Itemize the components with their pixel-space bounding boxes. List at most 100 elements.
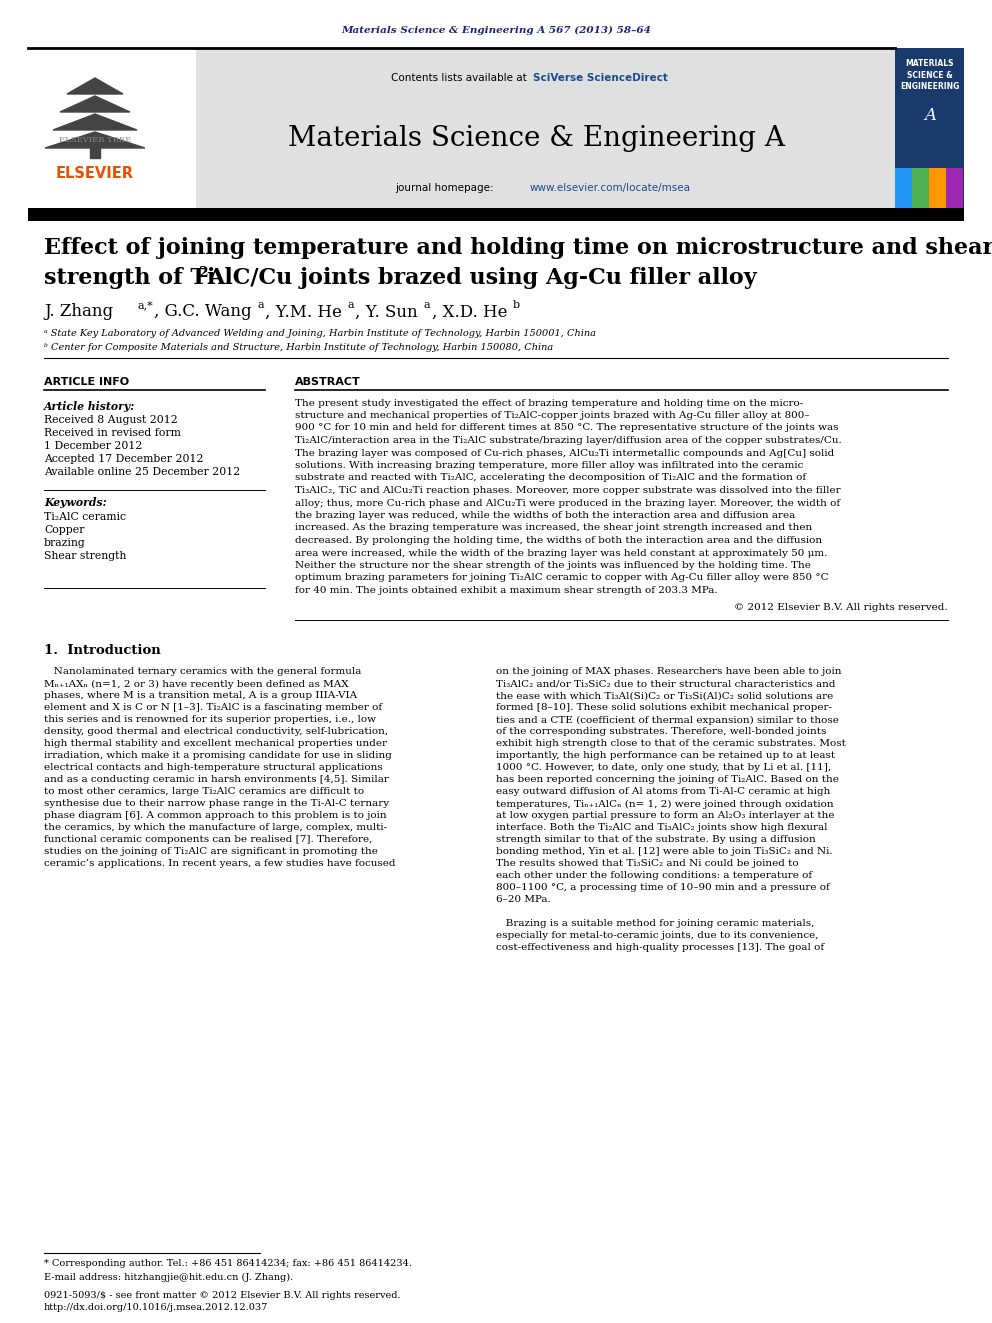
Text: brazing: brazing [44, 538, 85, 548]
Text: the ceramics, by which the manufacture of large, complex, multi-: the ceramics, by which the manufacture o… [44, 823, 387, 832]
Text: strength similar to that of the substrate. By using a diffusion: strength similar to that of the substrat… [496, 836, 815, 844]
Text: this series and is renowned for its superior properties, i.e., low: this series and is renowned for its supe… [44, 716, 376, 725]
Text: at low oxygen partial pressure to form an Al₂O₃ interlayer at the: at low oxygen partial pressure to form a… [496, 811, 834, 820]
Text: to most other ceramics, large Ti₂AlC ceramics are difficult to: to most other ceramics, large Ti₂AlC cer… [44, 787, 364, 796]
Text: Materials Science & Engineering A 567 (2013) 58–64: Materials Science & Engineering A 567 (2… [341, 25, 651, 34]
Text: a,*: a,* [137, 300, 153, 310]
Text: importantly, the high performance can be retained up to at least: importantly, the high performance can be… [496, 751, 835, 761]
Text: The brazing layer was composed of Cu-rich phases, AlCu₂Ti intermetallic compound: The brazing layer was composed of Cu-ric… [295, 448, 834, 458]
Text: SciVerse ScienceDirect: SciVerse ScienceDirect [533, 73, 668, 83]
Bar [912, 168, 929, 208]
Text: temperatures, Tiₙ₊₁AlCₙ (n= 1, 2) were joined through oxidation: temperatures, Tiₙ₊₁AlCₙ (n= 1, 2) were j… [496, 799, 833, 808]
Text: on the joining of MAX phases. Researchers have been able to join: on the joining of MAX phases. Researcher… [496, 668, 841, 676]
Text: The results showed that Ti₃SiC₂ and Ni could be joined to: The results showed that Ti₃SiC₂ and Ni c… [496, 860, 799, 868]
Polygon shape [45, 132, 145, 148]
Text: ABSTRACT: ABSTRACT [295, 377, 361, 388]
Text: Received in revised form: Received in revised form [44, 429, 181, 438]
Text: MATERIALS
SCIENCE &
ENGINEERING: MATERIALS SCIENCE & ENGINEERING [901, 60, 959, 90]
Text: density, good thermal and electrical conductivity, self-lubrication,: density, good thermal and electrical con… [44, 728, 388, 737]
Text: Mₙ₊₁AXₙ (n=1, 2 or 3) have recently been defined as MAX: Mₙ₊₁AXₙ (n=1, 2 or 3) have recently been… [44, 680, 348, 688]
Text: has been reported concerning the joining of Ti₂AlC. Based on the: has been reported concerning the joining… [496, 775, 839, 785]
Text: and as a conducting ceramic in harsh environments [4,5]. Similar: and as a conducting ceramic in harsh env… [44, 775, 389, 785]
Text: b: b [513, 300, 520, 310]
Text: The present study investigated the effect of brazing temperature and holding tim: The present study investigated the effec… [295, 398, 804, 407]
Text: synthesise due to their narrow phase range in the Ti-Al-C ternary: synthesise due to their narrow phase ran… [44, 799, 389, 808]
Polygon shape [53, 114, 137, 130]
Text: strength of Ti: strength of Ti [44, 267, 215, 288]
Polygon shape [60, 97, 130, 112]
Text: phases, where M is a transition metal, A is a group IIIA-VIA: phases, where M is a transition metal, A… [44, 692, 357, 700]
Text: decreased. By prolonging the holding time, the widths of both the interaction ar: decreased. By prolonging the holding tim… [295, 536, 822, 545]
Bar [28, 48, 196, 208]
Text: Article history:: Article history: [44, 401, 135, 413]
Text: exhibit high strength close to that of the ceramic substrates. Most: exhibit high strength close to that of t… [496, 740, 846, 749]
Text: , Y. Sun: , Y. Sun [355, 303, 418, 320]
Polygon shape [67, 78, 123, 94]
Text: Brazing is a suitable method for joining ceramic materials,: Brazing is a suitable method for joining… [496, 919, 814, 929]
Text: 1000 °C. However, to date, only one study, that by Li et al. [11],: 1000 °C. However, to date, only one stud… [496, 763, 831, 773]
Text: ᵇ Center for Composite Materials and Structure, Harbin Institute of Technology, : ᵇ Center for Composite Materials and Str… [44, 343, 554, 352]
Text: 1 December 2012: 1 December 2012 [44, 441, 143, 451]
Text: a: a [424, 300, 431, 310]
Text: irradiation, which make it a promising candidate for use in sliding: irradiation, which make it a promising c… [44, 751, 392, 761]
Text: Materials Science & Engineering A: Materials Science & Engineering A [289, 124, 786, 152]
Text: alloy; thus, more Cu-rich phase and AlCu₂Ti were produced in the brazing layer. : alloy; thus, more Cu-rich phase and AlCu… [295, 499, 840, 508]
Text: bonding method, Yin et al. [12] were able to join Ti₃SiC₂ and Ni.: bonding method, Yin et al. [12] were abl… [496, 848, 832, 856]
Text: A: A [924, 106, 936, 123]
Text: 0921-5093/$ - see front matter © 2012 Elsevier B.V. All rights reserved.: 0921-5093/$ - see front matter © 2012 El… [44, 1290, 401, 1299]
Text: ELSEVIER TREE: ELSEVIER TREE [59, 136, 131, 144]
Text: ties and a CTE (coefficient of thermal expansion) similar to those: ties and a CTE (coefficient of thermal e… [496, 716, 839, 725]
Bar [895, 48, 964, 208]
Text: the brazing layer was reduced, while the widths of both the interaction area and: the brazing layer was reduced, while the… [295, 511, 796, 520]
Text: Neither the structure nor the shear strength of the joints was influenced by the: Neither the structure nor the shear stre… [295, 561, 810, 570]
Text: formed [8–10]. These solid solutions exhibit mechanical proper-: formed [8–10]. These solid solutions exh… [496, 704, 832, 713]
Text: ceramic’s applications. In recent years, a few studies have focused: ceramic’s applications. In recent years,… [44, 860, 396, 868]
Text: Available online 25 December 2012: Available online 25 December 2012 [44, 467, 240, 478]
Text: solutions. With increasing brazing temperature, more filler alloy was infiltrate: solutions. With increasing brazing tempe… [295, 460, 804, 470]
Text: Ti₂AlC/interaction area in the Ti₂AlC substrate/brazing layer/diffusion area of : Ti₂AlC/interaction area in the Ti₂AlC su… [295, 437, 842, 445]
Text: Shear strength: Shear strength [44, 550, 126, 561]
Text: cost-effectiveness and high-quality processes [13]. The goal of: cost-effectiveness and high-quality proc… [496, 943, 824, 953]
Text: high thermal stability and excellent mechanical properties under: high thermal stability and excellent mec… [44, 740, 387, 749]
Polygon shape [90, 148, 100, 157]
Text: , G.C. Wang: , G.C. Wang [154, 303, 252, 320]
Text: 800–1100 °C, a processing time of 10–90 min and a pressure of: 800–1100 °C, a processing time of 10–90 … [496, 884, 829, 893]
Text: studies on the joining of Ti₂AlC are significant in promoting the: studies on the joining of Ti₂AlC are sig… [44, 848, 378, 856]
Text: each other under the following conditions: a temperature of: each other under the following condition… [496, 872, 812, 881]
Text: 1.  Introduction: 1. Introduction [44, 643, 161, 656]
Text: electrical contacts and high-temperature structural applications: electrical contacts and high-temperature… [44, 763, 383, 773]
Text: ELSEVIER: ELSEVIER [56, 167, 134, 181]
Text: easy outward diffusion of Al atoms from Ti-Al-C ceramic at high: easy outward diffusion of Al atoms from … [496, 787, 830, 796]
Text: Ti₂AlC ceramic: Ti₂AlC ceramic [44, 512, 126, 523]
Text: Accepted 17 December 2012: Accepted 17 December 2012 [44, 454, 203, 464]
Text: journal homepage:: journal homepage: [395, 183, 497, 193]
Text: optimum brazing parameters for joining Ti₂AlC ceramic to copper with Ag-Cu fille: optimum brazing parameters for joining T… [295, 573, 828, 582]
Text: ᵃ State Key Laboratory of Advanced Welding and Joining, Harbin Institute of Tech: ᵃ State Key Laboratory of Advanced Weldi… [44, 329, 596, 339]
Text: ARTICLE INFO: ARTICLE INFO [44, 377, 129, 388]
Text: * Corresponding author. Tel.: +86 451 86414234; fax: +86 451 86414234.: * Corresponding author. Tel.: +86 451 86… [44, 1259, 412, 1269]
Text: interface. Both the Ti₂AlC and Ti₃AlC₂ joints show high flexural: interface. Both the Ti₂AlC and Ti₃AlC₂ j… [496, 823, 827, 832]
Text: 2: 2 [198, 266, 207, 280]
Text: for 40 min. The joints obtained exhibit a maximum shear strength of 203.3 MPa.: for 40 min. The joints obtained exhibit … [295, 586, 717, 595]
Text: Keywords:: Keywords: [44, 497, 106, 508]
Text: www.elsevier.com/locate/msea: www.elsevier.com/locate/msea [530, 183, 691, 193]
Bar [28, 208, 964, 221]
Bar [929, 168, 946, 208]
Text: especially for metal-to-ceramic joints, due to its convenience,: especially for metal-to-ceramic joints, … [496, 931, 818, 941]
Text: 6–20 MPa.: 6–20 MPa. [496, 896, 551, 905]
Text: area were increased, while the width of the brazing layer was held constant at a: area were increased, while the width of … [295, 549, 827, 557]
Text: E-mail address: hitzhangjie@hit.edu.cn (J. Zhang).: E-mail address: hitzhangjie@hit.edu.cn (… [44, 1273, 294, 1282]
Text: AlC/Cu joints brazed using Ag-Cu filler alloy: AlC/Cu joints brazed using Ag-Cu filler … [207, 267, 757, 288]
Text: Ti₃AlC₂, TiC and AlCu₂Ti reaction phases. Moreover, more copper substrate was di: Ti₃AlC₂, TiC and AlCu₂Ti reaction phases… [295, 486, 840, 495]
Text: Effect of joining temperature and holding time on microstructure and shear: Effect of joining temperature and holdin… [44, 237, 992, 259]
Text: increased. As the brazing temperature was increased, the shear joint strength in: increased. As the brazing temperature wa… [295, 524, 812, 532]
Text: functional ceramic components can be realised [7]. Therefore,: functional ceramic components can be rea… [44, 836, 372, 844]
Text: , Y.M. He: , Y.M. He [265, 303, 342, 320]
Text: a: a [347, 300, 353, 310]
Bar [895, 168, 912, 208]
Text: structure and mechanical properties of Ti₂AlC-copper joints brazed with Ag-Cu fi: structure and mechanical properties of T… [295, 411, 809, 419]
Text: http://dx.doi.org/10.1016/j.msea.2012.12.037: http://dx.doi.org/10.1016/j.msea.2012.12… [44, 1303, 269, 1312]
Text: Contents lists available at: Contents lists available at [391, 73, 530, 83]
Text: Copper: Copper [44, 525, 84, 534]
Text: element and X is C or N [1–3]. Ti₂AlC is a fascinating member of: element and X is C or N [1–3]. Ti₂AlC is… [44, 704, 382, 713]
